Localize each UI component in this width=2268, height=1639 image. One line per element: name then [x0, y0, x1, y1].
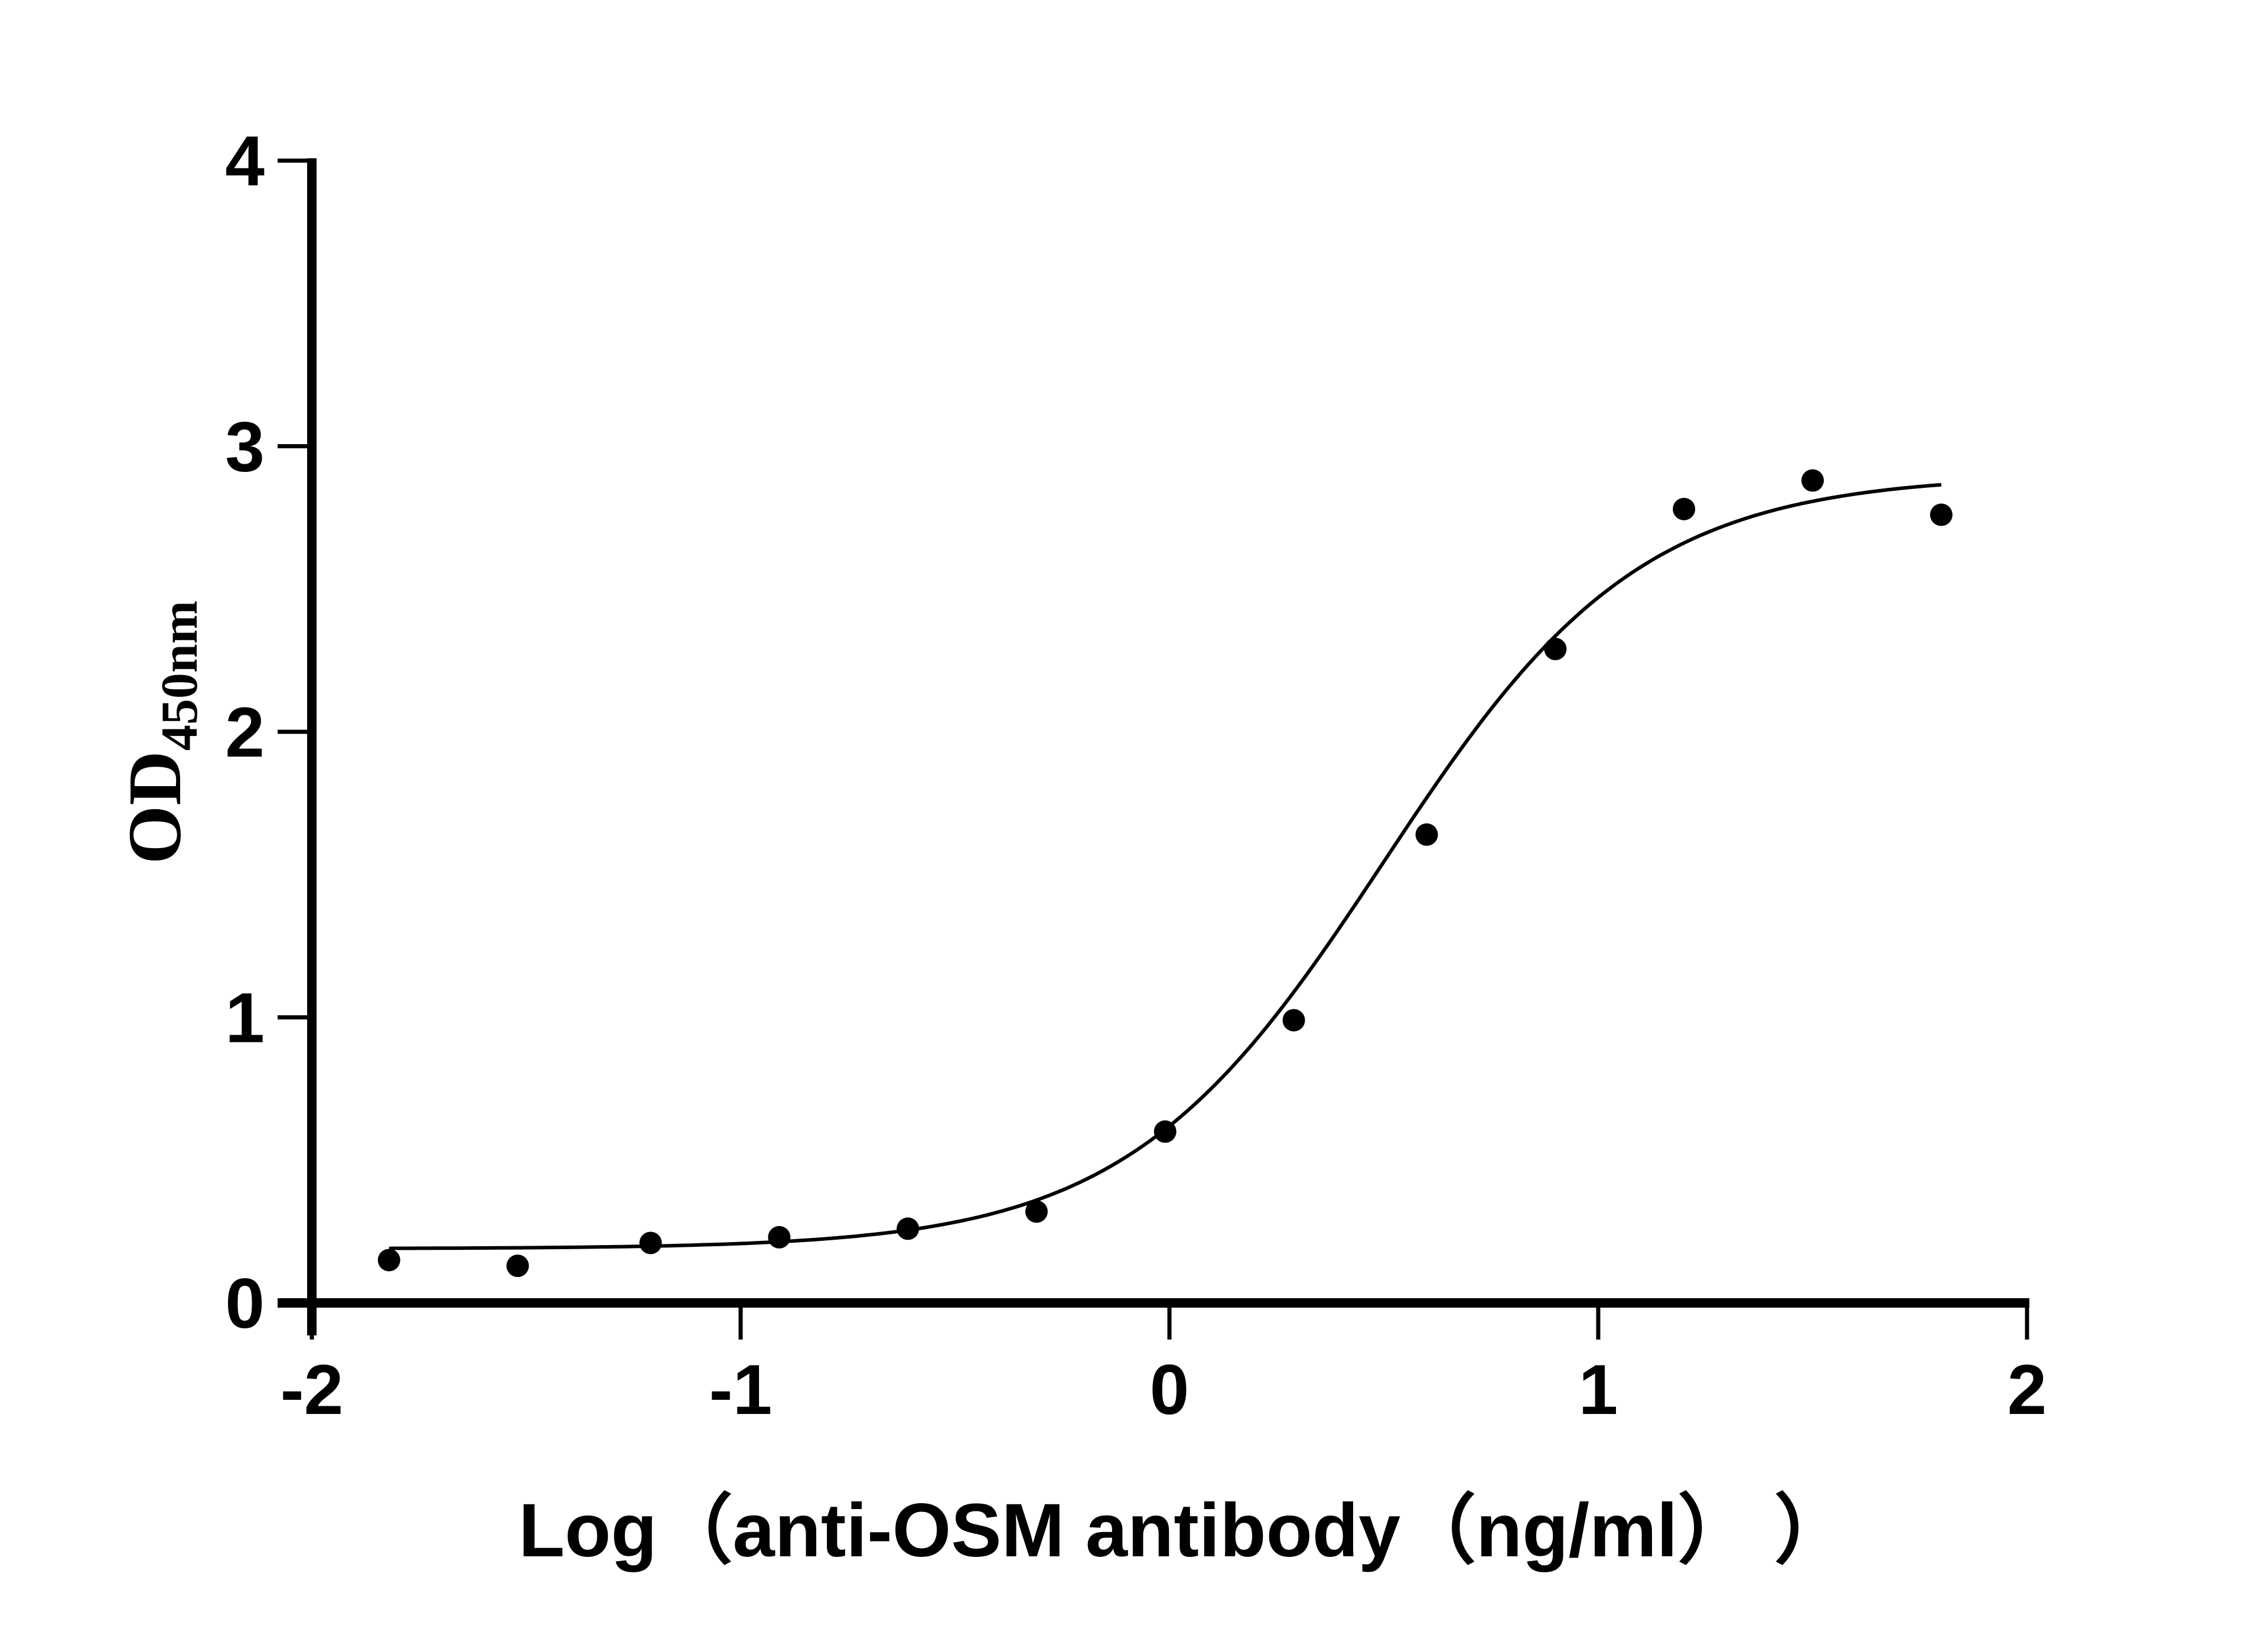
data-point: [1801, 469, 1824, 492]
x-tick-label: 1: [1579, 1350, 1618, 1429]
y-tick-label: 4: [225, 122, 265, 201]
x-axis: -2 -1 0 1 2: [278, 1298, 2047, 1429]
data-point: [1544, 637, 1567, 660]
y-axis-title-main: OD: [113, 751, 197, 864]
x-tick-label: -2: [281, 1350, 344, 1429]
data-points: [377, 469, 1953, 1278]
data-point: [639, 1231, 662, 1254]
data-point: [768, 1226, 791, 1249]
data-point: [1673, 497, 1696, 520]
y-tick-label: 3: [225, 408, 265, 487]
x-axis-title: Log（anti-OSM antibody（ng/ml） ）: [519, 1488, 1850, 1573]
data-point: [897, 1217, 920, 1240]
y-tick-label: 0: [225, 1264, 265, 1343]
data-point: [1025, 1200, 1048, 1223]
data-point: [506, 1254, 529, 1278]
data-point: [1415, 823, 1438, 846]
y-tick-label: 2: [225, 693, 265, 772]
data-point: [1153, 1120, 1177, 1143]
y-tick-label: 1: [225, 979, 265, 1058]
x-tick-label: 2: [2008, 1350, 2047, 1429]
data-point: [1930, 503, 1953, 526]
y-axis: 0 1 2 3 4: [225, 122, 317, 1343]
y-axis-title: OD450nm: [113, 601, 208, 864]
x-tick-label: -1: [709, 1350, 773, 1429]
data-point: [377, 1249, 400, 1272]
x-tick-label: 0: [1150, 1350, 1190, 1429]
y-axis-title-subscript: 450nm: [151, 601, 208, 751]
data-point: [1282, 1009, 1305, 1032]
